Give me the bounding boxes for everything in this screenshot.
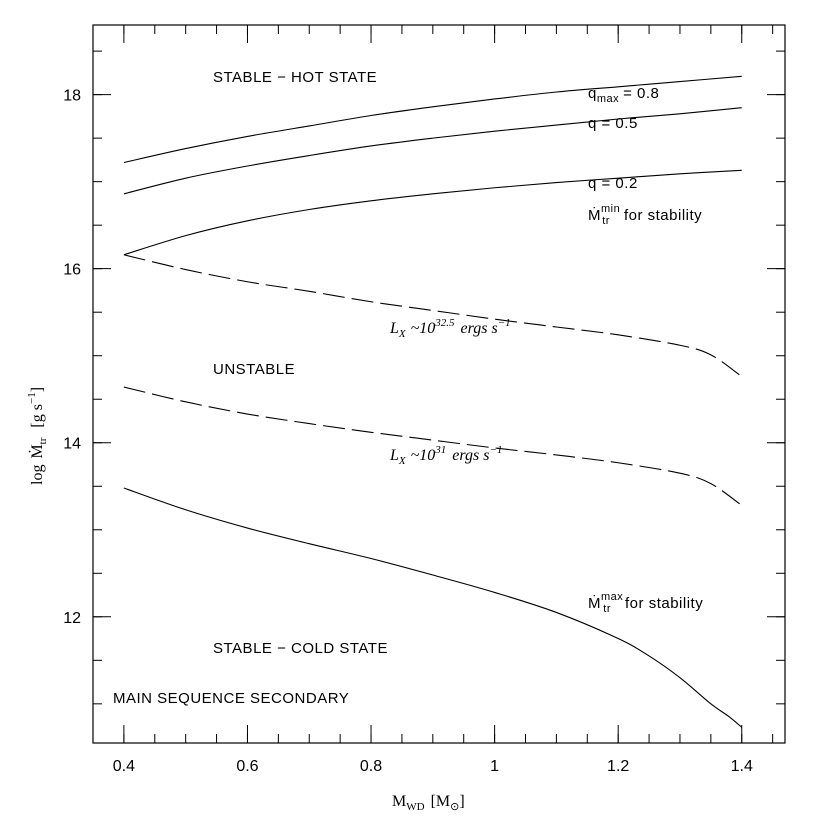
annotation-qmax: qmax = 0.8	[588, 85, 659, 105]
y-axis-label: logṀtr[g s−1]	[26, 387, 49, 485]
annotation-lx-31: LX ~1031 ergs s−1	[389, 444, 502, 467]
ticks	[93, 25, 785, 743]
series-q-0-5	[123, 107, 742, 195]
x-tick-label: 1.4	[731, 758, 753, 775]
annotation-cold-state: STABLE − COLD STATE	[213, 640, 388, 657]
y-tick-label: 14	[63, 436, 81, 453]
annotation-main-sequence: MAIN SEQUENCE SECONDARY	[113, 690, 349, 707]
annotation-q02: q = 0.2	[588, 175, 638, 192]
series-mdot-max	[123, 487, 743, 728]
x-tick-label: 0.6	[236, 758, 258, 775]
annotation-q05: q = 0.5	[588, 115, 638, 132]
x-tick-label: 0.4	[113, 758, 135, 775]
series-lx-32-5	[123, 254, 743, 378]
series-qmax-0-8	[123, 75, 742, 164]
x-tick-label: 1.2	[607, 758, 629, 775]
y-tick-label: 16	[63, 262, 81, 279]
y-tick-label: 12	[63, 610, 81, 627]
series-lx-31	[123, 386, 743, 506]
x-axis-label: MWD [M⊙]	[392, 793, 465, 813]
annotation-mdot-min: Ṁmin tr for stability	[588, 203, 702, 227]
tick-labels: 0.4 0.6 0.8 1 1.2 1.4 12 14 16 18	[63, 88, 753, 775]
annotation-hot-state: STABLE − HOT STATE	[213, 69, 377, 86]
annotation-unstable: UNSTABLE	[213, 361, 295, 378]
x-tick-label: 1	[490, 758, 499, 775]
curves	[123, 75, 743, 728]
y-tick-label: 18	[63, 88, 81, 105]
x-tick-label: 0.8	[360, 758, 382, 775]
series-q-0-2	[123, 169, 742, 256]
annotation-mdot-max: Ṁmax tr for stability	[588, 591, 703, 615]
annotation-lx-32-5: LX ~1032.5 ergs s−1	[389, 317, 511, 340]
plot-frame	[92, 24, 786, 744]
